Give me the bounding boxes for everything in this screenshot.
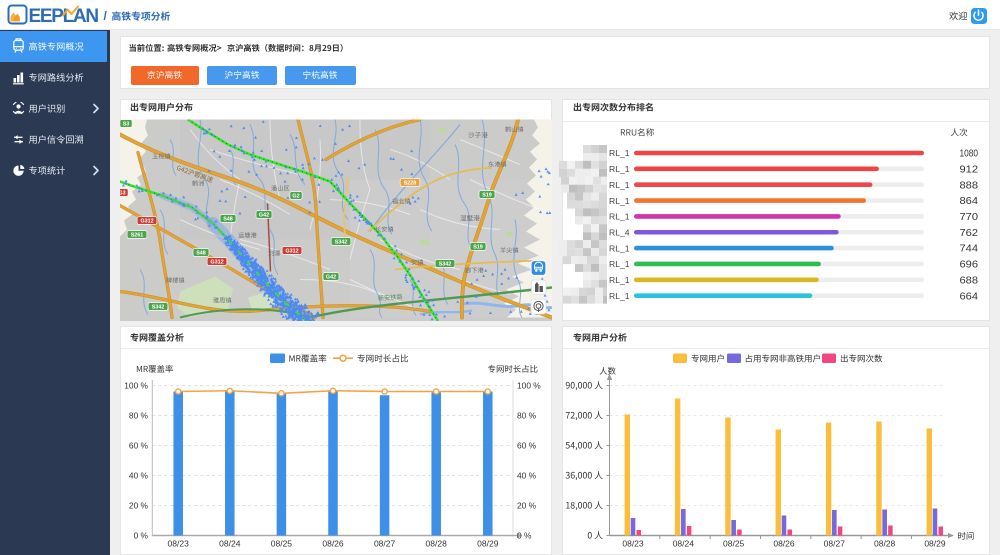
svg-text:RL_1: RL_1 bbox=[609, 275, 630, 285]
svg-text:08/27: 08/27 bbox=[374, 538, 396, 548]
svg-text:G3: G3 bbox=[118, 191, 125, 197]
svg-text:S19: S19 bbox=[473, 245, 483, 251]
svg-text:RL_1: RL_1 bbox=[609, 196, 630, 206]
svg-text:RL_1: RL_1 bbox=[609, 164, 630, 174]
svg-text:S342: S342 bbox=[152, 305, 165, 311]
svg-text:80 %: 80 % bbox=[129, 411, 149, 421]
svg-text:100 %: 100 % bbox=[517, 381, 541, 391]
svg-text:G312: G312 bbox=[210, 260, 223, 266]
svg-text:0 %: 0 % bbox=[517, 531, 532, 541]
svg-text:696: 696 bbox=[960, 260, 979, 271]
svg-text:688: 688 bbox=[960, 275, 979, 286]
svg-text:770: 770 bbox=[960, 212, 979, 223]
svg-text:1080: 1080 bbox=[960, 149, 979, 160]
svg-text:80 %: 80 % bbox=[517, 411, 537, 421]
svg-text:0 %: 0 % bbox=[134, 531, 149, 541]
svg-text:08/23: 08/23 bbox=[622, 538, 644, 548]
svg-text:20 %: 20 % bbox=[129, 501, 149, 511]
svg-text:08/23: 08/23 bbox=[168, 538, 190, 548]
svg-text:EEPLAN: EEPLAN bbox=[29, 6, 99, 27]
svg-text:G2: G2 bbox=[292, 194, 299, 200]
svg-text:08/25: 08/25 bbox=[723, 538, 745, 548]
svg-text:RL_1: RL_1 bbox=[609, 180, 630, 190]
svg-text:S228: S228 bbox=[404, 181, 417, 187]
svg-text:08/28: 08/28 bbox=[426, 538, 448, 548]
svg-text:RL_1: RL_1 bbox=[609, 148, 630, 158]
svg-text:S48: S48 bbox=[196, 251, 206, 257]
svg-text:RL_1: RL_1 bbox=[609, 212, 630, 222]
svg-text:G312: G312 bbox=[140, 219, 153, 225]
svg-text:08/26: 08/26 bbox=[322, 538, 344, 548]
svg-text:60 %: 60 % bbox=[517, 441, 537, 451]
svg-text:08/25: 08/25 bbox=[271, 538, 293, 548]
svg-text:08/28: 08/28 bbox=[874, 538, 896, 548]
svg-text:888: 888 bbox=[960, 180, 979, 191]
svg-text:40 %: 40 % bbox=[129, 471, 149, 481]
svg-text:/: / bbox=[104, 9, 108, 23]
svg-text:864: 864 bbox=[960, 196, 979, 207]
svg-text:08/24: 08/24 bbox=[673, 538, 695, 548]
svg-text:08/27: 08/27 bbox=[824, 538, 846, 548]
svg-text:S342: S342 bbox=[439, 262, 452, 268]
svg-text:664: 664 bbox=[960, 291, 979, 302]
svg-text:S342: S342 bbox=[335, 240, 348, 246]
svg-text:20 %: 20 % bbox=[517, 501, 537, 511]
svg-text:RL_1: RL_1 bbox=[609, 259, 630, 269]
svg-text:G42: G42 bbox=[326, 275, 336, 281]
svg-text:S19: S19 bbox=[482, 193, 492, 199]
svg-text:S261: S261 bbox=[131, 233, 144, 239]
svg-text:08/29: 08/29 bbox=[924, 538, 946, 548]
svg-text:100 %: 100 % bbox=[124, 381, 148, 391]
svg-text:08/29: 08/29 bbox=[477, 538, 499, 548]
svg-text:RL_4: RL_4 bbox=[609, 227, 630, 237]
svg-text:S3: S3 bbox=[123, 122, 130, 128]
svg-text:G312: G312 bbox=[285, 249, 298, 255]
svg-text:40 %: 40 % bbox=[517, 471, 537, 481]
svg-text:08/24: 08/24 bbox=[219, 538, 241, 548]
svg-text:RL_1: RL_1 bbox=[609, 291, 630, 301]
svg-text:08/26: 08/26 bbox=[773, 538, 795, 548]
svg-text:762: 762 bbox=[960, 228, 979, 239]
svg-text:S48: S48 bbox=[223, 217, 233, 223]
svg-text:G42: G42 bbox=[259, 213, 269, 219]
svg-text:RL_1: RL_1 bbox=[609, 243, 630, 253]
svg-text:912: 912 bbox=[960, 164, 979, 175]
svg-text:744: 744 bbox=[960, 244, 979, 255]
svg-text:60 %: 60 % bbox=[129, 441, 149, 451]
